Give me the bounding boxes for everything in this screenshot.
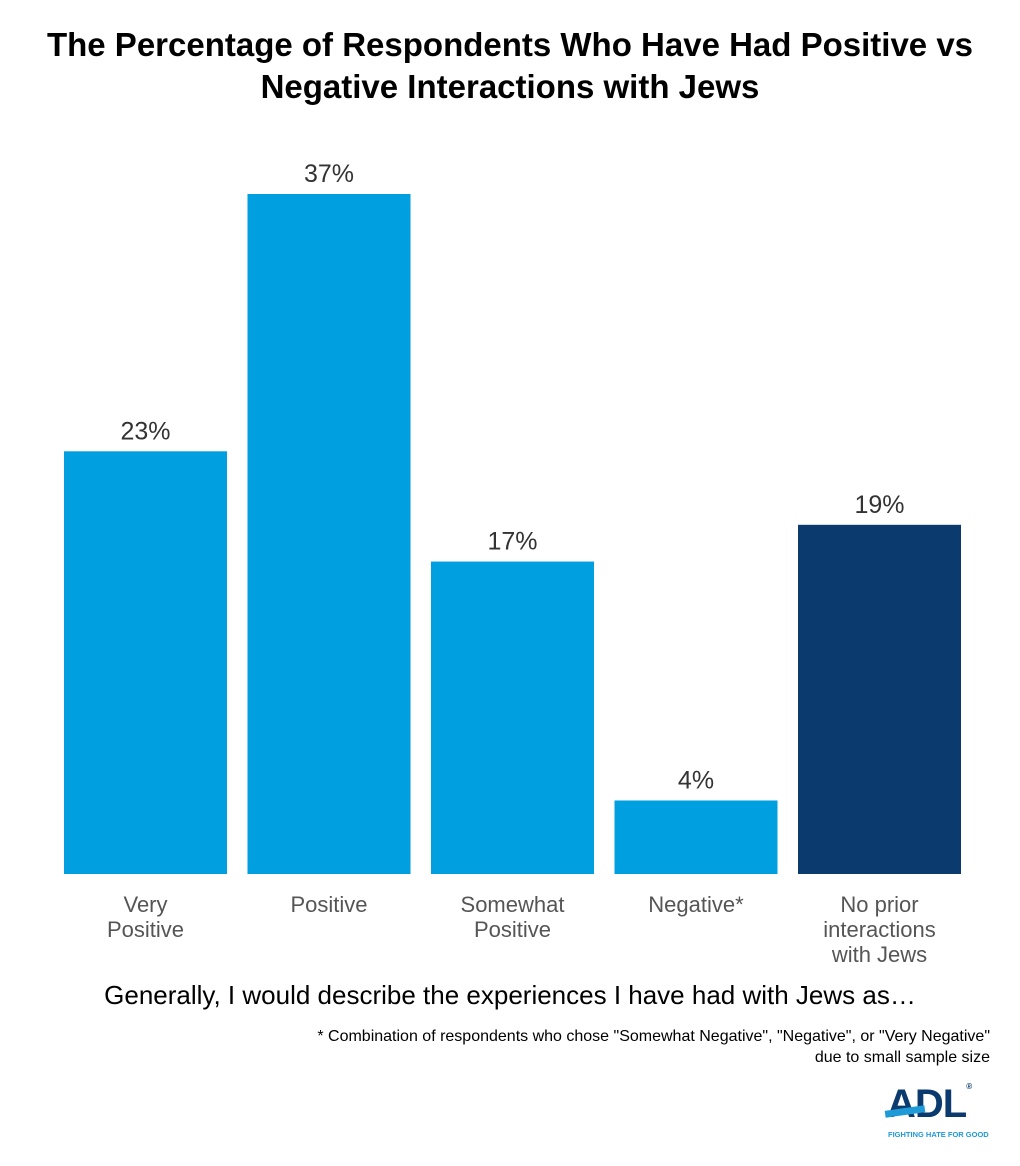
data-label-2: 17% xyxy=(487,528,537,556)
bar-3 xyxy=(614,800,778,874)
category-label-4: interactions xyxy=(823,917,936,942)
category-label-2: Positive xyxy=(474,917,551,942)
x-axis-label: Generally, I would describe the experien… xyxy=(104,980,916,1010)
category-label-2: Somewhat xyxy=(461,892,565,917)
bar-1 xyxy=(247,194,411,874)
bar-0 xyxy=(64,451,227,874)
bar-4 xyxy=(798,524,961,874)
category-label-4: with Jews xyxy=(831,942,927,967)
data-label-0: 23% xyxy=(120,417,170,445)
data-label-4: 19% xyxy=(854,491,904,519)
category-label-4: No prior xyxy=(840,892,918,917)
category-label-3: Negative* xyxy=(648,892,744,917)
category-label-1: Positive xyxy=(290,892,367,917)
bar-chart: 23%VeryPositive37%Positive17%SomewhatPos… xyxy=(64,160,961,967)
chart-title: The Percentage of Respondents Who Have H… xyxy=(46,26,974,105)
category-label-0: Positive xyxy=(107,917,184,942)
bar-2 xyxy=(431,561,594,874)
category-label-0: Very xyxy=(123,892,167,917)
data-label-3: 4% xyxy=(678,766,714,794)
data-label-1: 37% xyxy=(304,160,354,188)
footnote-line-1: * Combination of respondents who chose "… xyxy=(317,1028,990,1045)
footnote-line-2: due to small sample size xyxy=(814,1049,990,1066)
footnote: * Combination of respondents who chose "… xyxy=(317,1026,990,1068)
adl-logo: ADL® FIGHTING HATE FOR GOOD xyxy=(884,1082,995,1148)
